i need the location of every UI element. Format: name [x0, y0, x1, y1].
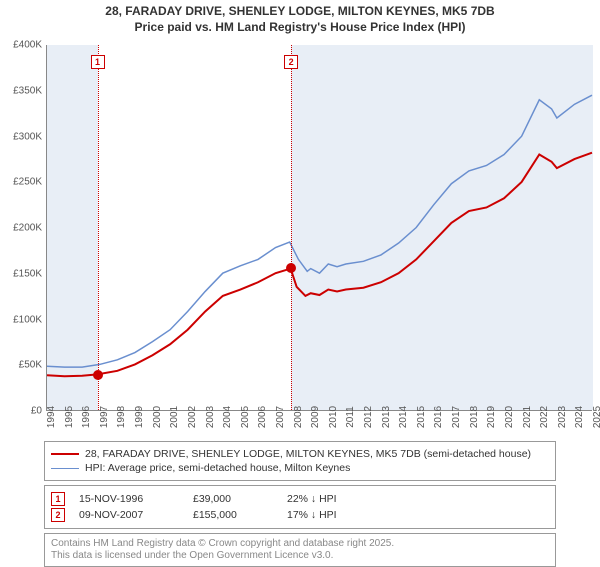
x-tick-label: 2014: [398, 406, 416, 428]
y-tick-label: £200K: [2, 223, 42, 234]
chart-container: 28, FARADAY DRIVE, SHENLEY LODGE, MILTON…: [0, 0, 600, 560]
annotation-row: 2 09-NOV-2007 £155,000 17% ↓ HPI: [51, 508, 549, 522]
x-tick-label: 2007: [275, 406, 293, 428]
title-line-2: Price paid vs. HM Land Registry's House …: [10, 20, 590, 36]
y-tick-label: £0: [2, 406, 42, 417]
x-tick-label: 2016: [433, 406, 451, 428]
annotation-marker: 2: [51, 508, 65, 522]
annotation-delta: 17% ↓ HPI: [287, 509, 337, 521]
annotation-delta: 22% ↓ HPI: [287, 493, 337, 505]
x-tick-label: 2001: [169, 406, 187, 428]
y-tick-label: £250K: [2, 177, 42, 188]
chart-title: 28, FARADAY DRIVE, SHENLEY LODGE, MILTON…: [0, 0, 600, 37]
legend-item: 28, FARADAY DRIVE, SHENLEY LODGE, MILTON…: [51, 448, 549, 460]
x-tick-label: 2004: [222, 406, 240, 428]
x-tick-label: 1994: [46, 406, 64, 428]
marker-dot: [93, 370, 103, 380]
x-tick-label: 2025: [592, 406, 600, 428]
y-tick-label: £150K: [2, 268, 42, 279]
y-tick-label: £350K: [2, 85, 42, 96]
legend: 28, FARADAY DRIVE, SHENLEY LODGE, MILTON…: [44, 441, 556, 481]
x-tick-label: 2017: [451, 406, 469, 428]
annotation-table: 1 15-NOV-1996 £39,000 22% ↓ HPI 2 09-NOV-2007…: [44, 485, 556, 529]
x-tick-label: 2018: [469, 406, 487, 428]
x-tick-label: 1997: [99, 406, 117, 428]
x-tick-label: 2011: [345, 406, 363, 428]
x-tick-label: 2015: [416, 406, 434, 428]
marker-dot: [286, 263, 296, 273]
x-tick-label: 2003: [205, 406, 223, 428]
x-tick-label: 2006: [257, 406, 275, 428]
marker-label: 2: [284, 55, 298, 69]
footer-line-2: This data is licensed under the Open Gov…: [51, 550, 549, 562]
x-tick-label: 2008: [293, 406, 311, 428]
legend-swatch: [51, 453, 79, 455]
x-tick-label: 2022: [539, 406, 557, 428]
x-tick-label: 2002: [187, 406, 205, 428]
series-price_paid: [47, 153, 592, 376]
plot-area: 12: [46, 45, 592, 411]
y-tick-label: £100K: [2, 314, 42, 325]
marker-vline: [98, 45, 99, 410]
x-tick-label: 2021: [522, 406, 540, 428]
marker-vline: [291, 45, 292, 410]
x-tick-label: 2010: [328, 406, 346, 428]
x-tick-label: 2005: [240, 406, 258, 428]
annotation-row: 1 15-NOV-1996 £39,000 22% ↓ HPI: [51, 492, 549, 506]
annotation-price: £39,000: [193, 493, 273, 505]
y-tick-label: £300K: [2, 131, 42, 142]
legend-swatch: [51, 468, 79, 469]
annotation-date: 09-NOV-2007: [79, 509, 179, 521]
x-tick-label: 1999: [134, 406, 152, 428]
series-hpi: [47, 95, 592, 367]
annotation-date: 15-NOV-1996: [79, 493, 179, 505]
x-tick-label: 2013: [381, 406, 399, 428]
x-tick-label: 2024: [574, 406, 592, 428]
x-tick-label: 2009: [310, 406, 328, 428]
y-tick-label: £400K: [2, 40, 42, 51]
series-svg: [47, 45, 592, 410]
chart-area: 12 £0£50K£100K£150K£200K£250K£300K£350K£…: [0, 37, 600, 437]
x-tick-label: 2000: [152, 406, 170, 428]
x-tick-label: 1996: [81, 406, 99, 428]
x-tick-label: 2023: [557, 406, 575, 428]
x-tick-label: 1995: [64, 406, 82, 428]
x-tick-label: 2020: [504, 406, 522, 428]
y-tick-label: £50K: [2, 360, 42, 371]
legend-item: HPI: Average price, semi-detached house,…: [51, 462, 549, 474]
legend-label: HPI: Average price, semi-detached house,…: [85, 462, 350, 474]
marker-label: 1: [91, 55, 105, 69]
footer-line-1: Contains HM Land Registry data © Crown c…: [51, 538, 549, 550]
x-tick-label: 1998: [116, 406, 134, 428]
x-tick-label: 2019: [486, 406, 504, 428]
x-tick-label: 2012: [363, 406, 381, 428]
footer: Contains HM Land Registry data © Crown c…: [44, 533, 556, 567]
legend-label: 28, FARADAY DRIVE, SHENLEY LODGE, MILTON…: [85, 448, 531, 460]
annotation-marker: 1: [51, 492, 65, 506]
annotation-price: £155,000: [193, 509, 273, 521]
title-line-1: 28, FARADAY DRIVE, SHENLEY LODGE, MILTON…: [10, 4, 590, 20]
